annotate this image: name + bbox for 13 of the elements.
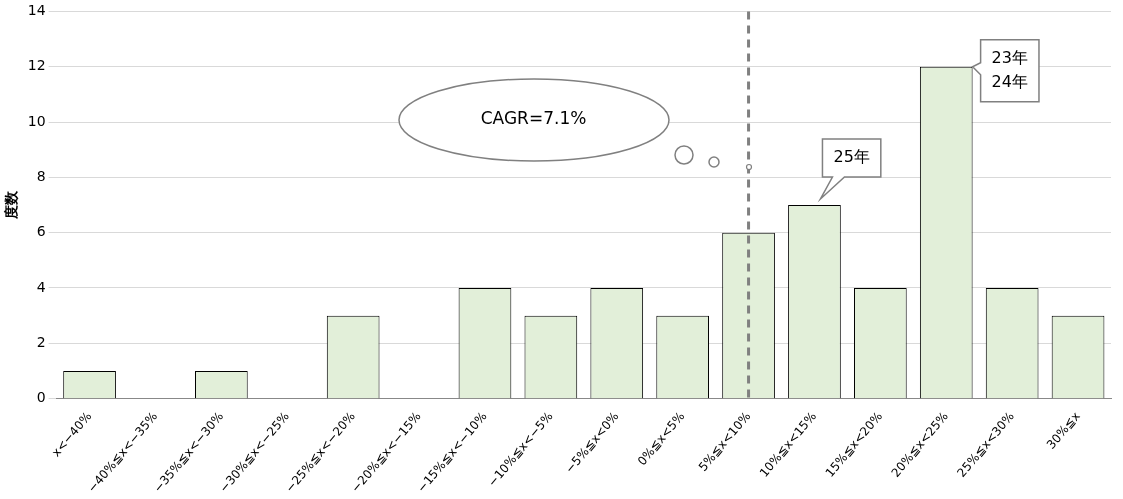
annotation: 25年 <box>833 147 870 167</box>
y-tick-label: 10 <box>27 112 46 129</box>
y-axis-title: 度数 <box>3 190 20 221</box>
annotation: 24年 <box>991 71 1028 91</box>
y-tick-label: 8 <box>36 168 46 184</box>
annotation: 23年 <box>991 47 1028 67</box>
y-tick-label: 6 <box>36 223 46 240</box>
y-tick-label: 4 <box>36 278 46 295</box>
y-tick-label: 0 <box>36 389 46 406</box>
y-tick-label: 14 <box>27 2 46 19</box>
y-tick-label: 2 <box>36 333 46 350</box>
y-tick-label: 12 <box>27 57 46 74</box>
annotation: CAGR=7.1% <box>398 74 669 161</box>
